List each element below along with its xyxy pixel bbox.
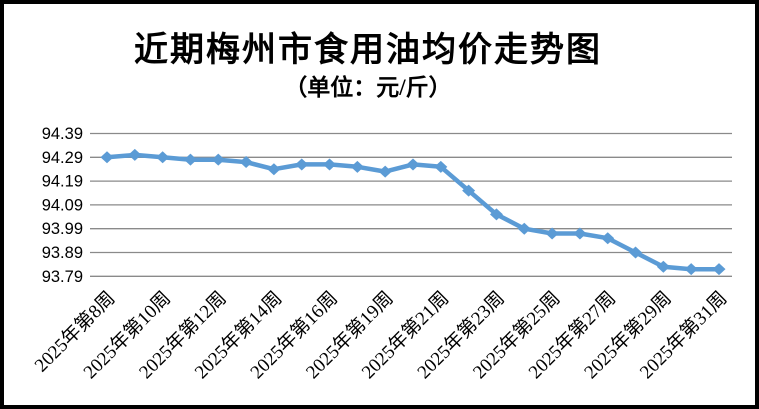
data-point-marker bbox=[378, 165, 392, 178]
data-point-marker bbox=[434, 160, 448, 173]
data-point-marker bbox=[350, 160, 364, 173]
y-axis-tick-label: 93.99 bbox=[42, 220, 83, 238]
line-chart: 94.3994.2994.1994.0993.9993.8993.792025年… bbox=[30, 125, 732, 383]
y-axis-tick-label: 94.09 bbox=[42, 196, 83, 214]
chart-title: 近期梅州市食用油均价走势图 bbox=[134, 32, 602, 69]
data-point-marker bbox=[517, 222, 531, 235]
data-point-marker bbox=[100, 151, 114, 164]
data-point-marker bbox=[656, 260, 670, 273]
y-axis-tick-label: 94.29 bbox=[42, 149, 83, 167]
y-axis-tick-label: 93.89 bbox=[42, 244, 83, 262]
data-point-marker bbox=[406, 158, 420, 171]
data-point-marker bbox=[545, 227, 559, 240]
data-point-marker bbox=[295, 158, 309, 171]
data-point-marker bbox=[323, 158, 337, 171]
data-point-marker bbox=[462, 184, 476, 197]
data-point-marker bbox=[601, 232, 615, 245]
data-point-marker bbox=[629, 246, 643, 259]
data-point-marker bbox=[489, 208, 503, 221]
data-point-marker bbox=[183, 153, 197, 166]
chart-subtitle: （单位：元/斤） bbox=[284, 75, 452, 100]
data-point-marker bbox=[128, 148, 142, 161]
data-point-marker bbox=[267, 163, 281, 176]
data-point-marker bbox=[573, 227, 587, 240]
data-point-marker bbox=[239, 156, 253, 169]
data-point-marker bbox=[712, 263, 726, 276]
y-axis-tick-label: 93.79 bbox=[42, 268, 83, 286]
data-point-marker bbox=[684, 263, 698, 276]
y-axis-tick-label: 94.19 bbox=[42, 173, 83, 191]
y-axis-tick-label: 94.39 bbox=[42, 125, 83, 143]
data-point-marker bbox=[156, 151, 170, 164]
data-point-marker bbox=[211, 153, 225, 166]
